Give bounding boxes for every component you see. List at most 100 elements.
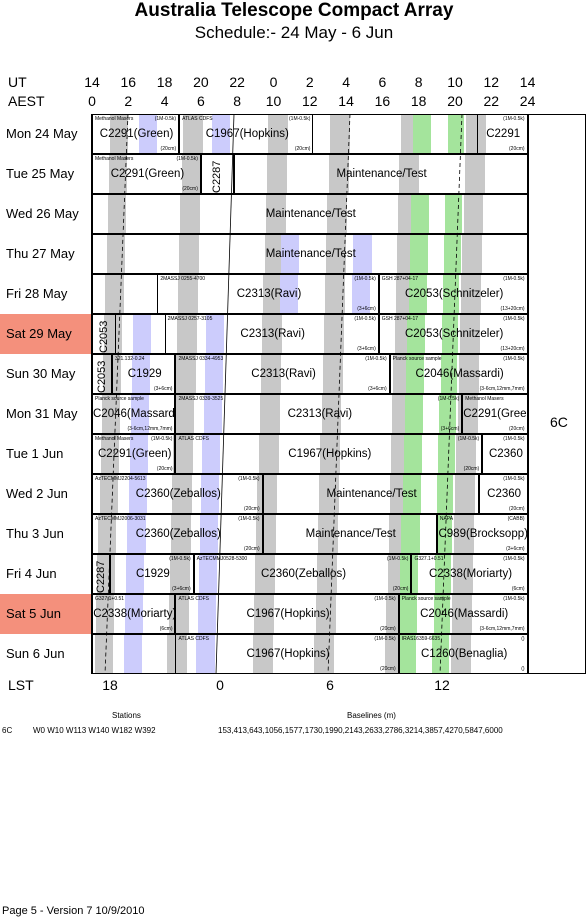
lst-stripe-grey — [265, 195, 286, 233]
lst-stripe-blue — [129, 435, 148, 473]
band-note: (20cm) — [392, 586, 409, 592]
source-name: GSH 287+04-17 — [381, 276, 419, 282]
lst-stripe-grey — [255, 555, 276, 593]
project-block[interactable]: C1967(Hopkins) ATLAS CDFS (1M-0.5k) (20cm) — [175, 594, 399, 634]
config-note: (1M-0.5k) — [365, 356, 387, 362]
project-block[interactable]: C2053(Schnitzeler) GSH 287+04-17 (1M-0.5k)… — [378, 274, 528, 314]
project-block[interactable]: C989(Brocksopp) NAPA (CABB) (3+6cm) — [436, 514, 528, 554]
project-name: C2053 — [97, 320, 110, 353]
lst-stripe-grey — [182, 115, 203, 153]
lst-stripe-blue — [133, 315, 152, 353]
project-block[interactable]: C2338(Moriarty) G327.1+0.51 (1M-0.5k) (6cm) — [411, 554, 528, 594]
project-block[interactable]: C2291(Green) Methanol Masers (1M-0.5k) (20c… — [92, 434, 176, 474]
band-note: (3-6cm,12mm,7mm) — [127, 426, 173, 432]
lst-stripe-green — [407, 315, 426, 353]
project-name: C1967(Hopkins) — [246, 648, 330, 660]
project-block[interactable]: C2360(Zeballos) AzTECMMJ2006-3031 (1M-0.5k… — [92, 514, 263, 554]
day-label: Sun 30 May — [0, 354, 92, 394]
lst-stripe-green — [401, 515, 420, 553]
lst-stripe-grey — [259, 395, 280, 433]
project-name: Maintenance/Test — [336, 168, 427, 180]
config-note: (1M-0.5k) — [354, 276, 376, 282]
project-block[interactable]: C2046(Massardi) Planck source sample (1M-0… — [389, 354, 528, 394]
project-block[interactable]: C2313(Ravi) 2MASSJ 0334-4953 (1M-0.5k) (3+6… — [175, 354, 390, 394]
project-name: C2360(Zeballos) — [135, 488, 221, 500]
project-block[interactable]: Maintenance/Test — [92, 234, 528, 274]
baselines-label: Baselines (m) — [347, 711, 396, 720]
project-block[interactable]: C2360 (1M-0.5k) (20cm) — [478, 474, 528, 514]
project-block[interactable]: C2046(Massardi) Planck source sample (3-6c… — [92, 394, 176, 434]
source-name: Planck source sample — [392, 356, 442, 362]
project-block[interactable]: C2360(Zeballos) AzTECMMJ0528-5300 (1M-0.5k… — [193, 554, 412, 594]
project-block[interactable]: C2053 — [92, 314, 116, 354]
project-block[interactable]: C1967(Hopkins) ATLAS CDFS (1M-0.5k) (20cm) — [175, 434, 483, 474]
band-note: (20cm) — [463, 466, 480, 472]
lst-stripe-grey — [263, 275, 284, 313]
lst-stripe-green — [400, 555, 419, 593]
lst-stripe-grey — [329, 115, 350, 153]
project-name: C1260(Benaglia) — [421, 648, 508, 660]
project-block[interactable]: C1967(Hopkins) ATLAS CDFS (1M-0.5k) (20cm) — [175, 634, 399, 674]
band-note: (3+6cm) — [357, 306, 376, 312]
project-name: C2313(Ravi) — [236, 288, 302, 300]
aest-tick: 24 — [519, 93, 536, 109]
lst-stripe-blue — [130, 395, 150, 433]
project-block[interactable]: Maintenance/Test — [233, 154, 528, 194]
lst-stripe-grey — [462, 235, 483, 273]
day-label: Sun 6 Jun — [0, 634, 92, 674]
project-block[interactable]: C2291(Green) Methanol Masers (1M-0.5k) (20c… — [92, 154, 201, 194]
page-title: Australia Telescope Compact Array — [134, 0, 454, 21]
day-label: Sat 29 May — [0, 314, 92, 354]
ut-tick: 8 — [414, 74, 423, 90]
project-block[interactable]: C2291 (1M-0.5k) (20cm) — [476, 114, 528, 154]
project-block[interactable]: C1967(Hopkins) ATLAS CDFS (1M-0.5k) (20cm) — [179, 114, 314, 154]
project-block[interactable]: C2313(Ravi) 2MASSJ 0255-4700 (1M-0.5k) (3+6… — [157, 274, 379, 314]
lst-stripe-blue — [125, 595, 144, 633]
lst-stripe-blue — [123, 635, 142, 673]
project-block[interactable]: Maintenance/Test — [262, 474, 479, 514]
project-block[interactable]: C2360(Zeballos) AzTECMMJ2204-5613 (1M-0.5k… — [92, 474, 263, 514]
lst-stripe-grey — [105, 275, 124, 313]
project-block[interactable]: C2338(Moriarty) G327.1+0.51 (6cm) — [92, 594, 176, 634]
page-footer: Page 5 - Version 7 10/9/2010 — [2, 905, 145, 917]
config-note: (1M-0.5k) — [503, 116, 525, 122]
project-name: C2291(Green) — [97, 448, 172, 460]
band-note: (3-6cm,12mm,7mm) — [479, 386, 525, 392]
project-block[interactable]: C2053(Schnitzeler) GSH 287+04-17 (1M-0.5k)… — [378, 314, 528, 354]
project-block[interactable]: C1929 (1M-0.5k) (3+6cm) — [110, 554, 194, 594]
project-block[interactable]: C2360 (1M-0.5k) — [482, 434, 528, 474]
project-block[interactable]: C2313(Ravi) 2MASSJ 0257-3105 (1M-0.5k) (3+6… — [164, 314, 379, 354]
config-note: (1M-0.5k) — [503, 436, 525, 442]
lst-stripe-grey — [168, 595, 189, 633]
source-name: NAPA — [439, 516, 454, 522]
project-block[interactable]: C2313(Ravi) 2MASSJ 0339-3525 (1M-0.5k) (3+6… — [175, 394, 463, 434]
band-note: (13+20cm) — [500, 306, 525, 312]
config-note: (1M-0.5k) — [503, 356, 525, 362]
band-note: (3+6cm) — [440, 426, 460, 432]
project-block[interactable]: Maintenance/Test — [92, 194, 528, 234]
project-name: C1929 — [135, 568, 170, 580]
band-note: (3+6cm) — [153, 386, 173, 392]
lst-stripe-blue — [352, 275, 371, 313]
ut-tick: 6 — [378, 74, 387, 90]
project-block[interactable]: C2291(Green) Methanol Masers (1M-0.5k) (20c… — [92, 114, 180, 154]
project-block[interactable]: C2287 — [200, 154, 234, 194]
source-name: G327.1+0.51 — [95, 596, 125, 602]
project-block[interactable]: C1929 321.132-0.24 (3+6cm) — [111, 354, 176, 394]
aest-tick: 2 — [124, 93, 133, 109]
project-name: C2313(Ravi) — [287, 408, 353, 420]
project-block[interactable]: C2287 — [92, 554, 111, 594]
lst-label: LST — [8, 677, 34, 693]
day-label: Wed 2 Jun — [0, 474, 92, 514]
source-name: ATLAS CDFS — [178, 596, 209, 602]
source-name: Planck source sample — [95, 396, 144, 402]
lst-stripe-grey — [464, 155, 485, 193]
project-block[interactable]: C1260(Benaglia) IRAS16359-6635 () () — [398, 634, 528, 674]
project-block[interactable]: C2046(Massardi) Planck source sample (1M-0… — [398, 594, 528, 634]
project-block[interactable]: C2053 — [92, 354, 112, 394]
project-name: Maintenance/Test — [305, 528, 396, 540]
aest-tick: 22 — [483, 93, 500, 109]
project-block[interactable]: C2291(Green) Methanol Masers (20cm) — [462, 394, 528, 434]
project-block[interactable]: Maintenance/Test — [262, 514, 437, 554]
